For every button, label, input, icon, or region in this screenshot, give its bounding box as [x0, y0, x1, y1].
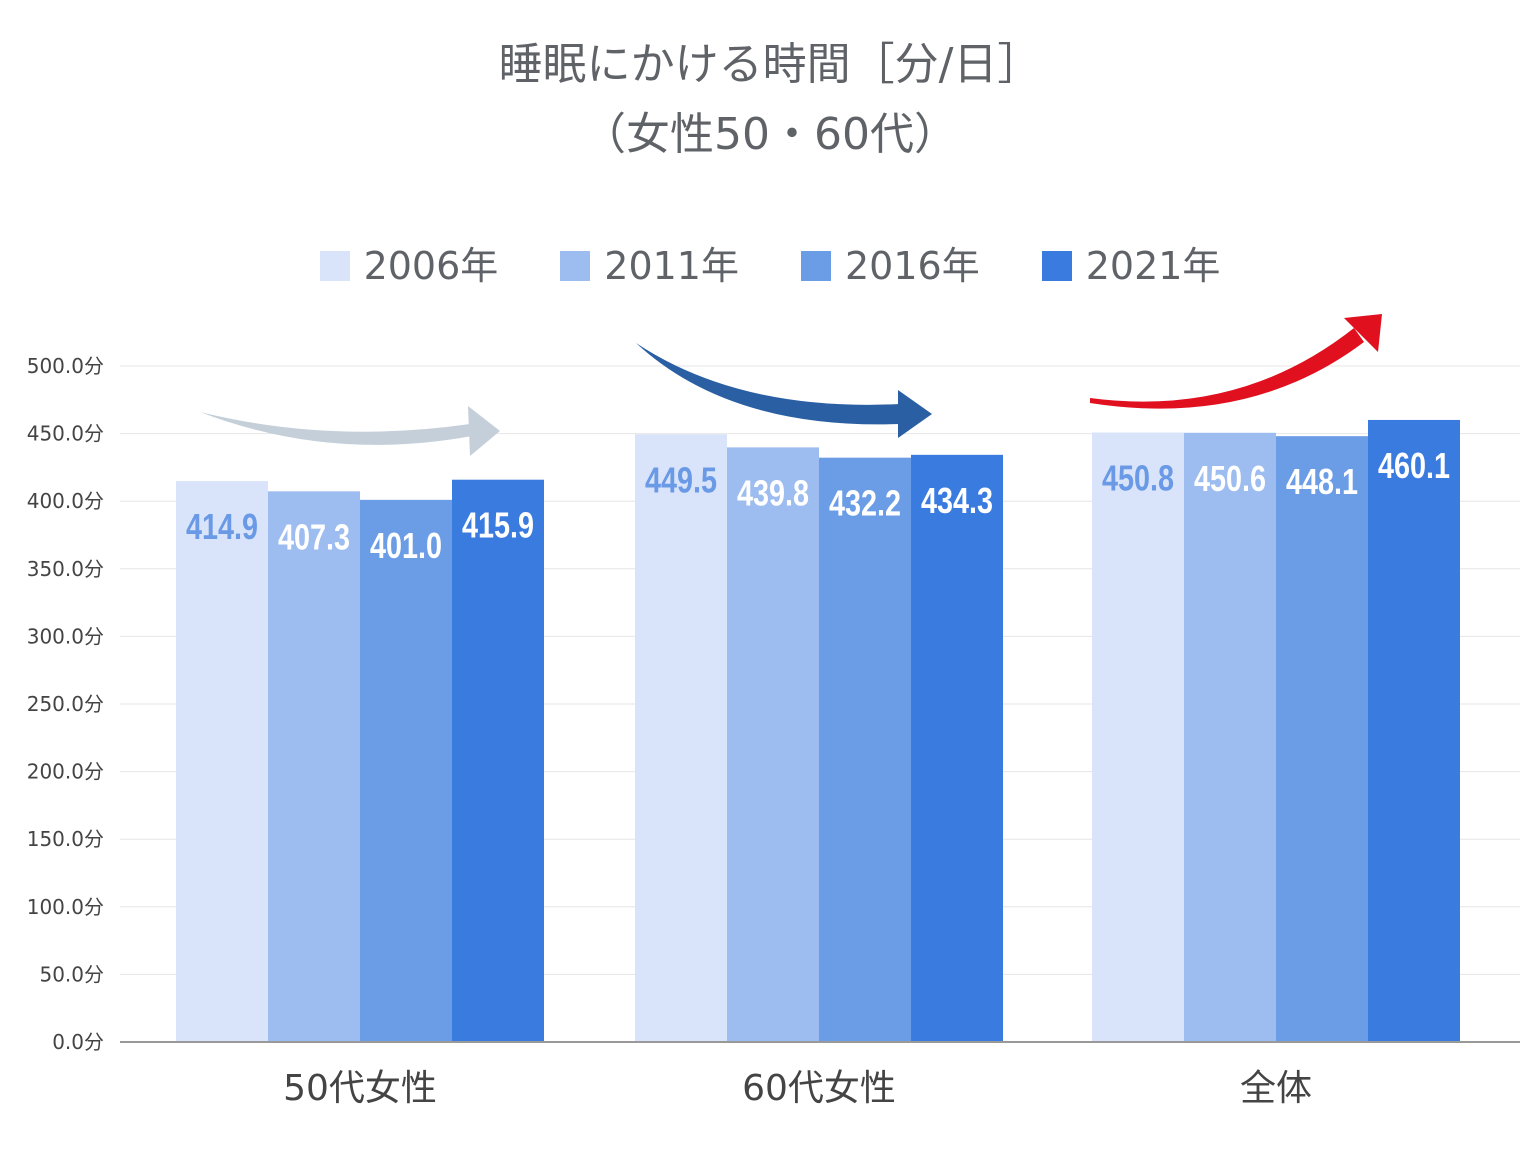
- y-tick-label: 400.0分: [27, 489, 104, 513]
- axis-layer: 0.0分 50.0分 100.0分 150.0分 200.0分 250.0分 300.0分 3…: [27, 354, 1520, 1109]
- data-label: 449.5: [645, 459, 717, 500]
- y-tick-label: 100.0分: [27, 895, 104, 919]
- legend-label-2021: 2021年: [1085, 244, 1221, 288]
- trend-arrow-flat-body: [200, 412, 472, 445]
- data-label: 460.1: [1378, 445, 1450, 486]
- y-tick-label: 200.0分: [27, 760, 104, 784]
- bar: [452, 479, 544, 1042]
- y-tick-label: 50.0分: [39, 962, 104, 986]
- legend-item-2016: 2016年: [801, 236, 980, 296]
- trend-arrows-layer: [200, 314, 1382, 456]
- bar: [819, 457, 911, 1042]
- data-label: 434.3: [921, 480, 993, 521]
- bar: [268, 491, 360, 1042]
- chart-subtitle: （女性50・60代）: [582, 109, 958, 160]
- y-tick-label: 450.0分: [27, 422, 104, 446]
- data-label: 439.8: [737, 472, 809, 513]
- y-tick-label: 0.0分: [52, 1030, 104, 1054]
- data-label: 414.9: [186, 506, 258, 547]
- legend-label-2011: 2011年: [604, 244, 739, 288]
- y-tick-label: 150.0分: [27, 827, 104, 851]
- trend-arrow-down-body: [636, 343, 900, 425]
- y-tick-label: 300.0分: [27, 624, 104, 648]
- x-category-label: 60代女性: [742, 1068, 896, 1109]
- data-label: 401.0: [370, 525, 442, 566]
- data-label: 448.1: [1286, 461, 1358, 502]
- bar: [1368, 419, 1460, 1042]
- legend-swatch-2006: [319, 251, 350, 281]
- legend-item-2011: 2011年: [560, 236, 739, 296]
- legend-swatch-2011: [560, 251, 591, 281]
- legend-swatch-2021: [1041, 251, 1072, 281]
- x-category-label: 50代女性: [283, 1068, 437, 1109]
- legend-item-2006: 2006年: [319, 236, 499, 296]
- legend-swatch-2016: [801, 251, 831, 281]
- y-tick-label: 250.0分: [27, 692, 104, 716]
- bar: [1092, 432, 1184, 1042]
- data-label: 407.3: [278, 516, 350, 557]
- data-label: 432.2: [829, 483, 901, 524]
- data-labels-layer: 414.9 449.5 450.8 407.3 439.8 450.6 401.0 432.2…: [186, 445, 1450, 566]
- legend-label-2006: 2006年: [363, 244, 499, 288]
- bar: [1184, 432, 1276, 1042]
- legend-item-2021: 2021年: [1041, 236, 1221, 296]
- bar: [176, 481, 268, 1043]
- data-label: 450.6: [1194, 458, 1266, 499]
- data-label: 450.8: [1102, 457, 1174, 498]
- chart-legend: 2006年 2011年 2016年 2021年: [0, 236, 1540, 296]
- bar: [727, 447, 819, 1043]
- legend-label-2016: 2016年: [845, 244, 980, 288]
- bar: [1276, 436, 1368, 1042]
- trend-arrow-flat-head: [468, 406, 500, 456]
- data-label: 415.9: [462, 505, 534, 546]
- bars-layer: [176, 419, 1460, 1043]
- bar: [911, 454, 1003, 1042]
- x-category-label: 全体: [1240, 1068, 1312, 1109]
- y-tick-label: 500.0分: [27, 354, 104, 378]
- chart-title: 睡眠にかける時間［分/日］: [498, 39, 1042, 90]
- bar: [360, 499, 452, 1042]
- bar: [635, 434, 727, 1042]
- trend-arrow-down-head: [898, 390, 932, 438]
- trend-arrow-up-body: [1090, 328, 1364, 409]
- y-tick-label: 350.0分: [27, 557, 104, 581]
- trend-arrow-up-head: [1344, 314, 1382, 352]
